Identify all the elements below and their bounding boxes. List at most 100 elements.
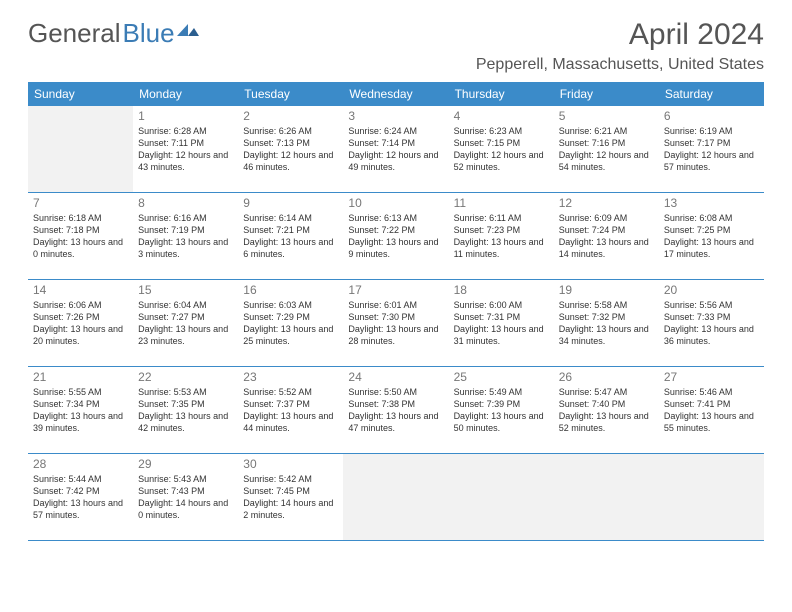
day-cell: 23 Sunrise: 5:52 AMSunset: 7:37 PMDayligh…	[238, 367, 343, 453]
day-number: 17	[348, 283, 443, 297]
day-info: Sunrise: 6:18 AMSunset: 7:18 PMDaylight:…	[33, 212, 128, 261]
day-info: Sunrise: 6:16 AMSunset: 7:19 PMDaylight:…	[138, 212, 233, 261]
day-info: Sunrise: 6:09 AMSunset: 7:24 PMDaylight:…	[559, 212, 654, 261]
day-cell: 22Sunrise: 5:53 AMSunset: 7:35 PMDayligh…	[133, 367, 238, 453]
day-number: 21	[33, 370, 128, 384]
day-number: 23	[243, 370, 338, 384]
day-header: Friday	[554, 82, 659, 106]
brand-name-part2: Blue	[123, 18, 175, 49]
week-row: 1Sunrise: 6:28 AMSunset: 7:11 PMDaylight…	[28, 106, 764, 193]
day-cell: 14Sunrise: 6:06 AMSunset: 7:26 PMDayligh…	[28, 280, 133, 366]
day-number: 24	[348, 370, 443, 384]
day-info: Sunrise: 5:58 AMSunset: 7:32 PMDaylight:…	[559, 299, 654, 348]
day-cell: 4 Sunrise: 6:23 AMSunset: 7:15 PMDaylight…	[449, 106, 554, 192]
day-cell	[28, 106, 133, 192]
day-number: 5	[559, 109, 654, 123]
day-header: Monday	[133, 82, 238, 106]
day-info: Sunrise: 5:44 AMSunset: 7:42 PMDaylight:…	[33, 473, 128, 522]
day-number: 27	[664, 370, 759, 384]
day-number: 6	[664, 109, 759, 123]
day-header: Sunday	[28, 82, 133, 106]
day-info: Sunrise: 5:50 AMSunset: 7:38 PMDaylight:…	[348, 386, 443, 435]
day-cell: 24 Sunrise: 5:50 AMSunset: 7:38 PMDayligh…	[343, 367, 448, 453]
calendar: SundayMondayTuesdayWednesdayThursdayFrid…	[28, 82, 764, 541]
day-number: 1	[138, 109, 233, 123]
brand-logo: GeneralBlue	[28, 18, 199, 49]
day-header: Saturday	[659, 82, 764, 106]
day-info: Sunrise: 5:49 AMSunset: 7:39 PMDaylight:…	[454, 386, 549, 435]
day-number: 3	[348, 109, 443, 123]
day-cell: 2 Sunrise: 6:26 AMSunset: 7:13 PMDaylight…	[238, 106, 343, 192]
day-cell: 21 Sunrise: 5:55 AMSunset: 7:34 PMDayligh…	[28, 367, 133, 453]
day-number: 25	[454, 370, 549, 384]
day-info: Sunrise: 6:14 AMSunset: 7:21 PMDaylight:…	[243, 212, 338, 261]
day-number: 13	[664, 196, 759, 210]
day-cell: 26 Sunrise: 5:47 AMSunset: 7:40 PMDayligh…	[554, 367, 659, 453]
day-cell: 5 Sunrise: 6:21 AMSunset: 7:16 PMDaylight…	[554, 106, 659, 192]
day-info: Sunrise: 6:08 AMSunset: 7:25 PMDaylight:…	[664, 212, 759, 261]
day-number: 4	[454, 109, 549, 123]
week-row: 7 Sunrise: 6:18 AMSunset: 7:18 PMDaylight…	[28, 193, 764, 280]
day-info: Sunrise: 6:24 AMSunset: 7:14 PMDaylight:…	[348, 125, 443, 174]
day-cell: 1Sunrise: 6:28 AMSunset: 7:11 PMDaylight…	[133, 106, 238, 192]
day-cell	[554, 454, 659, 540]
day-number: 29	[138, 457, 233, 471]
day-cell: 11 Sunrise: 6:11 AMSunset: 7:23 PMDayligh…	[449, 193, 554, 279]
day-info: Sunrise: 6:13 AMSunset: 7:22 PMDaylight:…	[348, 212, 443, 261]
day-info: Sunrise: 5:53 AMSunset: 7:35 PMDaylight:…	[138, 386, 233, 435]
day-cell: 8 Sunrise: 6:16 AMSunset: 7:19 PMDaylight…	[133, 193, 238, 279]
day-cell	[659, 454, 764, 540]
week-row: 21 Sunrise: 5:55 AMSunset: 7:34 PMDayligh…	[28, 367, 764, 454]
day-header: Wednesday	[343, 82, 448, 106]
day-number: 2	[243, 109, 338, 123]
location: Pepperell, Massachusetts, United States	[476, 56, 764, 74]
brand-icon	[177, 15, 199, 46]
title-block: April 2024 Pepperell, Massachusetts, Uni…	[476, 18, 764, 74]
day-cell: 6 Sunrise: 6:19 AMSunset: 7:17 PMDaylight…	[659, 106, 764, 192]
day-header-row: SundayMondayTuesdayWednesdayThursdayFrid…	[28, 82, 764, 106]
day-number: 30	[243, 457, 338, 471]
day-number: 12	[559, 196, 654, 210]
weeks-container: 1Sunrise: 6:28 AMSunset: 7:11 PMDaylight…	[28, 106, 764, 541]
day-cell: 28Sunrise: 5:44 AMSunset: 7:42 PMDayligh…	[28, 454, 133, 540]
brand-name-part1: General	[28, 18, 121, 49]
day-number: 15	[138, 283, 233, 297]
day-info: Sunrise: 5:42 AMSunset: 7:45 PMDaylight:…	[243, 473, 338, 522]
day-cell: 16 Sunrise: 6:03 AMSunset: 7:29 PMDayligh…	[238, 280, 343, 366]
day-cell: 3 Sunrise: 6:24 AMSunset: 7:14 PMDaylight…	[343, 106, 448, 192]
header: GeneralBlue April 2024 Pepperell, Massac…	[28, 18, 764, 74]
day-info: Sunrise: 5:55 AMSunset: 7:34 PMDaylight:…	[33, 386, 128, 435]
day-cell: 18 Sunrise: 6:00 AMSunset: 7:31 PMDayligh…	[449, 280, 554, 366]
day-info: Sunrise: 6:19 AMSunset: 7:17 PMDaylight:…	[664, 125, 759, 174]
day-cell: 13 Sunrise: 6:08 AMSunset: 7:25 PMDayligh…	[659, 193, 764, 279]
day-info: Sunrise: 5:47 AMSunset: 7:40 PMDaylight:…	[559, 386, 654, 435]
day-cell: 25 Sunrise: 5:49 AMSunset: 7:39 PMDayligh…	[449, 367, 554, 453]
day-info: Sunrise: 6:11 AMSunset: 7:23 PMDaylight:…	[454, 212, 549, 261]
day-cell: 7 Sunrise: 6:18 AMSunset: 7:18 PMDaylight…	[28, 193, 133, 279]
day-info: Sunrise: 5:56 AMSunset: 7:33 PMDaylight:…	[664, 299, 759, 348]
day-number: 9	[243, 196, 338, 210]
day-info: Sunrise: 5:52 AMSunset: 7:37 PMDaylight:…	[243, 386, 338, 435]
day-number: 16	[243, 283, 338, 297]
day-number: 11	[454, 196, 549, 210]
day-cell	[449, 454, 554, 540]
day-number: 8	[138, 196, 233, 210]
day-cell: 27Sunrise: 5:46 AMSunset: 7:41 PMDayligh…	[659, 367, 764, 453]
day-number: 7	[33, 196, 128, 210]
day-info: Sunrise: 6:23 AMSunset: 7:15 PMDaylight:…	[454, 125, 549, 174]
day-number: 18	[454, 283, 549, 297]
day-cell: 17Sunrise: 6:01 AMSunset: 7:30 PMDayligh…	[343, 280, 448, 366]
day-info: Sunrise: 6:21 AMSunset: 7:16 PMDaylight:…	[559, 125, 654, 174]
day-info: Sunrise: 6:26 AMSunset: 7:13 PMDaylight:…	[243, 125, 338, 174]
day-info: Sunrise: 6:03 AMSunset: 7:29 PMDaylight:…	[243, 299, 338, 348]
day-info: Sunrise: 5:43 AMSunset: 7:43 PMDaylight:…	[138, 473, 233, 522]
day-number: 26	[559, 370, 654, 384]
day-number: 10	[348, 196, 443, 210]
day-cell: 20 Sunrise: 5:56 AMSunset: 7:33 PMDayligh…	[659, 280, 764, 366]
day-info: Sunrise: 6:04 AMSunset: 7:27 PMDaylight:…	[138, 299, 233, 348]
day-number: 20	[664, 283, 759, 297]
month-title: April 2024	[476, 18, 764, 52]
day-cell: 10 Sunrise: 6:13 AMSunset: 7:22 PMDayligh…	[343, 193, 448, 279]
week-row: 28Sunrise: 5:44 AMSunset: 7:42 PMDayligh…	[28, 454, 764, 541]
day-info: Sunrise: 6:00 AMSunset: 7:31 PMDaylight:…	[454, 299, 549, 348]
